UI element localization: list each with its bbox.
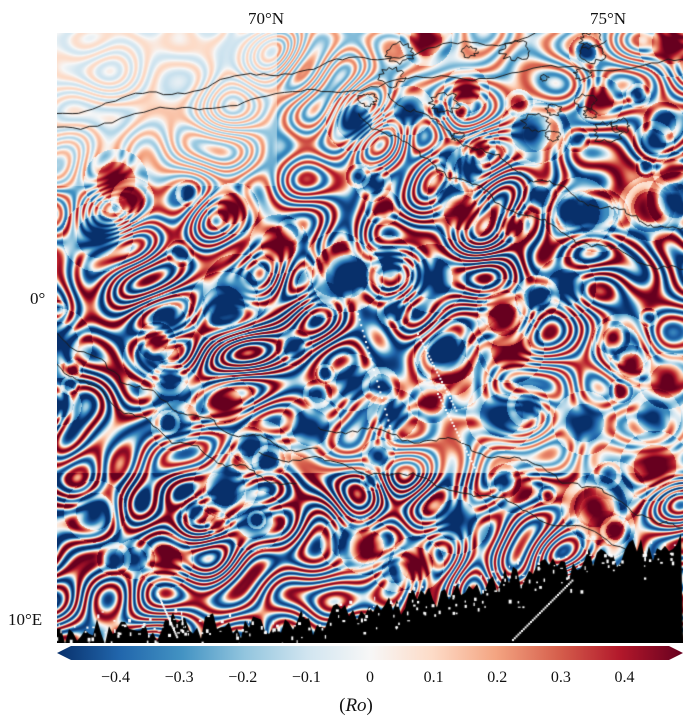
latitude-label-75n: 75°N xyxy=(590,9,627,28)
longitude-label-10e: 10°E xyxy=(8,610,43,629)
longitude-label-0: 0° xyxy=(30,289,46,308)
latitude-label-70n: 70°N xyxy=(248,9,285,28)
colorbar-tick-label: 0.1 xyxy=(423,669,444,686)
colorbar-tick-label: −0.3 xyxy=(164,669,194,686)
colorbar-tick-label: 0 xyxy=(366,669,374,686)
colorbar-body xyxy=(57,646,683,660)
colorbar-tick-label: −0.4 xyxy=(101,669,131,686)
colorbar-tick-label: 0.3 xyxy=(550,669,571,686)
colorbar-tick-label: 0.2 xyxy=(487,669,508,686)
colorbar-tick-label: −0.2 xyxy=(228,669,258,686)
colorbar-label: (Ro) xyxy=(339,695,373,716)
colorbar-tick-label: 0.4 xyxy=(614,669,635,686)
colorbar xyxy=(57,646,683,660)
vorticity-map xyxy=(57,33,683,643)
colorbar-tick-label: −0.1 xyxy=(291,669,321,686)
